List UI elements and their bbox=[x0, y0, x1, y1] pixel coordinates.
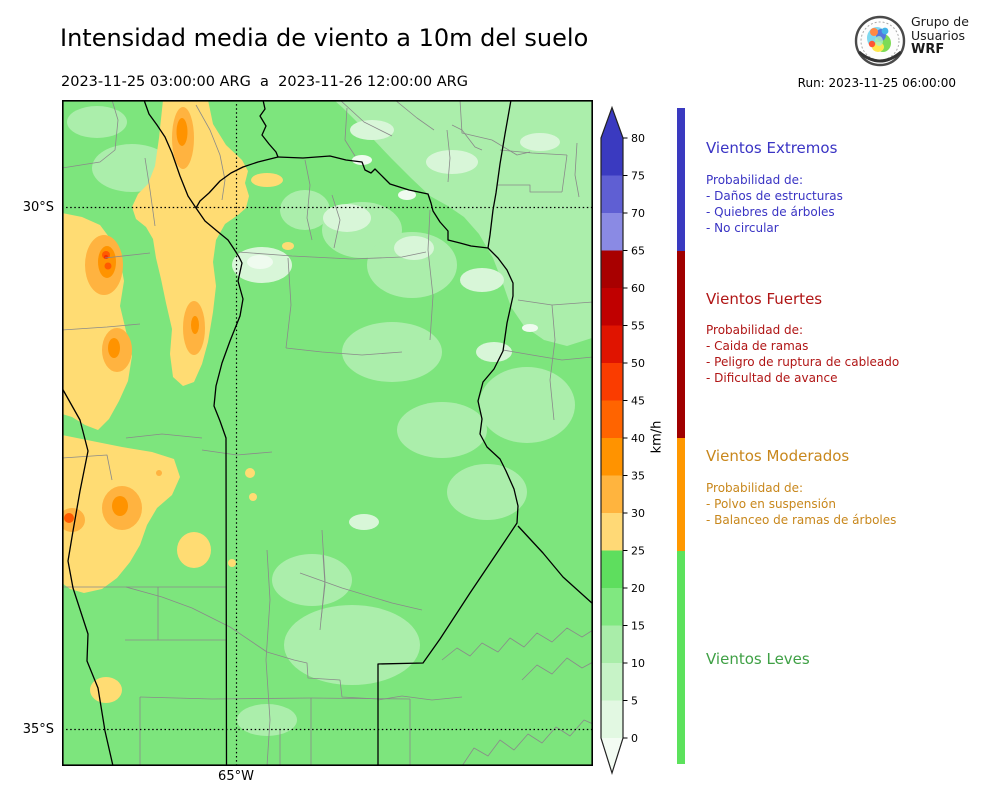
colorbar-tick-label: 55 bbox=[631, 320, 645, 333]
graticule bbox=[62, 100, 593, 766]
colorbar-tick-label: 40 bbox=[631, 432, 645, 445]
prob-label: Probabilidad de: bbox=[706, 481, 804, 495]
colorbar-tick-label: 60 bbox=[631, 282, 645, 295]
prob-label: Probabilidad de: bbox=[706, 173, 804, 187]
logo-line3: WRF bbox=[911, 42, 945, 57]
department-borders bbox=[62, 100, 593, 766]
map-frame bbox=[62, 100, 593, 766]
wind-fill-contours bbox=[62, 100, 593, 766]
legend-title-fuertes: Vientos Fuertes bbox=[706, 290, 823, 308]
lat-label-35s: 35°S bbox=[22, 722, 54, 737]
colorbar-tick-label: 45 bbox=[631, 395, 645, 408]
colorbar-tick-label: 25 bbox=[631, 545, 645, 558]
map-plot bbox=[62, 100, 593, 766]
colorbar-tick-label: 20 bbox=[631, 582, 645, 595]
colorbar-tick-label: 15 bbox=[631, 620, 645, 633]
model-run-label: Run: 2023-11-25 06:00:00 bbox=[797, 76, 956, 90]
legend-body-fuertes: Probabilidad de: - Caida de ramas - Peli… bbox=[706, 322, 991, 386]
legend-item: - Polvo en suspensión bbox=[706, 497, 836, 511]
colorbar: 0 5 10 15 20 25 30 35 40 45 50 55 60 65 70 75 80 bbox=[600, 105, 645, 776]
colorbar-tick-label: 50 bbox=[631, 357, 645, 370]
lat-label-30s: 30°S bbox=[22, 200, 54, 215]
legend-item: - No circular bbox=[706, 221, 779, 235]
legend-item: - Quiebres de árboles bbox=[706, 205, 835, 219]
legend-item: - Daños de estructuras bbox=[706, 189, 843, 203]
page-title: Intensidad media de viento a 10m del sue… bbox=[60, 24, 589, 52]
valid-period: 2023-11-25 03:00:00 ARG a 2023-11-26 12:… bbox=[61, 74, 468, 90]
legend-title-extremos: Vientos Extremos bbox=[706, 139, 838, 157]
colorbar-unit-label: km/h bbox=[649, 420, 665, 454]
legend-color-strip bbox=[677, 0, 685, 800]
legend-strip-segment bbox=[677, 108, 685, 251]
logo-text: Grupo de Usuarios WRF bbox=[911, 15, 969, 57]
legend-body-extremos: Probabilidad de: - Daños de estructuras … bbox=[706, 172, 991, 236]
logo-line1: Grupo de bbox=[911, 14, 969, 29]
colorbar-tick-label: 80 bbox=[631, 132, 645, 145]
legend-item: - Dificultad de avance bbox=[706, 371, 838, 385]
logo-line2: Usuarios bbox=[911, 28, 966, 43]
legend-strip-segment bbox=[677, 550, 685, 764]
lon-label-65w: 65°W bbox=[218, 769, 254, 784]
colorbar-tick-label: 10 bbox=[631, 657, 645, 670]
colorbar-tick-label: 65 bbox=[631, 245, 645, 258]
colorbar-tick-label: 0 bbox=[631, 732, 638, 745]
legend-item: - Balanceo de ramas de árboles bbox=[706, 513, 897, 527]
legend-item: - Caida de ramas bbox=[706, 339, 809, 353]
legend-strip-segment bbox=[677, 438, 685, 551]
legend-strip-segment bbox=[677, 250, 685, 438]
colorbar-tick-label: 70 bbox=[631, 207, 645, 220]
colorbar-tick-label: 30 bbox=[631, 507, 645, 520]
prob-label: Probabilidad de: bbox=[706, 323, 804, 337]
colorbar-tick-label: 5 bbox=[631, 695, 638, 708]
colorbar-tick-label: 75 bbox=[631, 170, 645, 183]
legend-title-leves: Vientos Leves bbox=[706, 650, 810, 668]
legend-body-moderados: Probabilidad de: - Polvo en suspensión -… bbox=[706, 480, 991, 528]
legend-item: - Peligro de ruptura de cableado bbox=[706, 355, 900, 369]
legend-title-moderados: Vientos Moderados bbox=[706, 447, 850, 465]
colorbar-tick-label: 35 bbox=[631, 470, 645, 483]
wrf-users-group-logo-icon bbox=[854, 15, 906, 67]
